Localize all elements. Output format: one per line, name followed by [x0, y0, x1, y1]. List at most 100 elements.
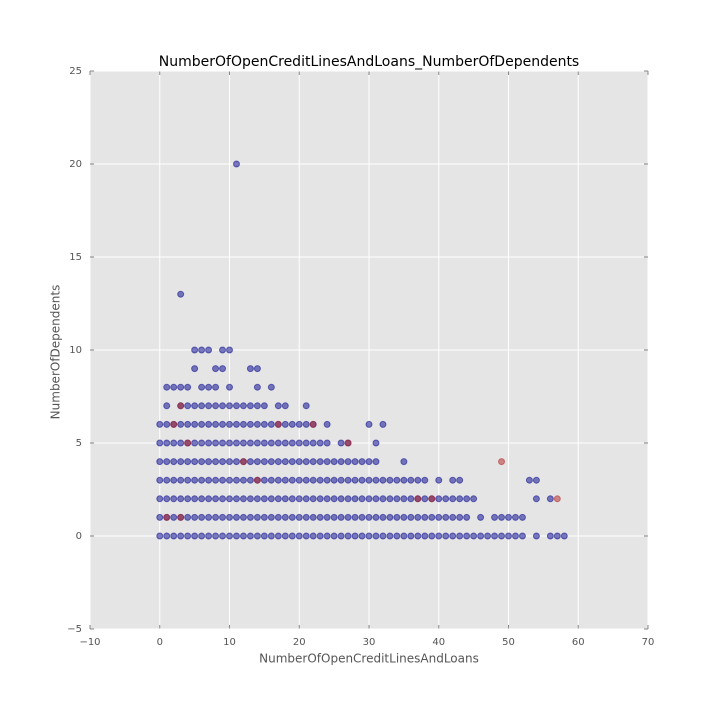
point: [232, 420, 240, 428]
point: [288, 420, 296, 428]
point: [511, 513, 519, 521]
point: [232, 476, 240, 484]
point: [253, 402, 261, 410]
point: [246, 402, 254, 410]
point: [260, 402, 268, 410]
y-axis-label: NumberOfDependents: [49, 285, 63, 420]
point: [163, 402, 171, 410]
point: [253, 495, 261, 503]
point: [463, 532, 471, 540]
point: [302, 458, 310, 466]
point: [288, 439, 296, 447]
point: [198, 346, 206, 354]
point: [525, 476, 533, 484]
point: [239, 495, 247, 503]
point: [316, 495, 324, 503]
point: [232, 532, 240, 540]
point: [337, 532, 345, 540]
point: [288, 458, 296, 466]
point: [246, 513, 254, 521]
point: [421, 532, 429, 540]
point: [414, 513, 422, 521]
point: [288, 476, 296, 484]
point: [302, 495, 310, 503]
y-tick-label: −5: [67, 624, 82, 635]
x-tick-label: 10: [223, 637, 236, 648]
point: [309, 532, 317, 540]
point: [428, 495, 436, 503]
point: [518, 532, 526, 540]
point: [198, 495, 206, 503]
point: [407, 513, 415, 521]
point: [205, 476, 213, 484]
point: [170, 476, 178, 484]
point: [246, 420, 254, 428]
point: [191, 365, 199, 373]
point: [232, 402, 240, 410]
point: [498, 532, 506, 540]
point: [386, 513, 394, 521]
point: [330, 495, 338, 503]
point: [323, 439, 331, 447]
point: [198, 383, 206, 391]
point: [219, 365, 227, 373]
y-tick-label: 10: [69, 345, 82, 356]
point: [498, 458, 506, 466]
point: [226, 383, 233, 391]
point: [386, 476, 394, 484]
point: [267, 439, 275, 447]
point: [267, 495, 275, 503]
point: [232, 513, 240, 521]
point: [156, 495, 164, 503]
point: [330, 476, 338, 484]
point: [226, 476, 233, 484]
point: [205, 458, 213, 466]
point: [309, 513, 317, 521]
point: [226, 346, 233, 354]
point: [184, 495, 192, 503]
point: [337, 458, 345, 466]
point: [330, 513, 338, 521]
point: [253, 420, 261, 428]
point: [351, 513, 359, 521]
marks: [156, 160, 568, 540]
y-tick-label: 5: [76, 438, 82, 449]
point: [212, 532, 220, 540]
point: [407, 495, 415, 503]
x-tick-label: 40: [432, 637, 445, 648]
point: [219, 476, 227, 484]
point: [337, 476, 345, 484]
point: [163, 420, 171, 428]
point: [372, 476, 380, 484]
point: [267, 420, 275, 428]
y-tick-label: 15: [69, 252, 82, 263]
point: [532, 532, 540, 540]
point: [205, 420, 213, 428]
point: [246, 439, 254, 447]
point: [253, 458, 261, 466]
point: [421, 476, 429, 484]
point: [226, 439, 233, 447]
point: [260, 458, 268, 466]
point: [288, 532, 296, 540]
point: [414, 495, 422, 503]
point: [337, 439, 345, 447]
point: [365, 532, 373, 540]
point: [505, 532, 512, 540]
point: [239, 402, 247, 410]
point: [442, 513, 450, 521]
point: [372, 532, 380, 540]
y-tick-label: 20: [69, 159, 82, 170]
point: [177, 458, 185, 466]
point: [428, 513, 436, 521]
point: [323, 513, 331, 521]
point: [205, 513, 213, 521]
point: [511, 532, 519, 540]
point: [163, 532, 171, 540]
point: [372, 458, 380, 466]
point: [330, 532, 338, 540]
point: [253, 532, 261, 540]
point: [400, 532, 408, 540]
point: [267, 383, 275, 391]
point: [212, 476, 220, 484]
